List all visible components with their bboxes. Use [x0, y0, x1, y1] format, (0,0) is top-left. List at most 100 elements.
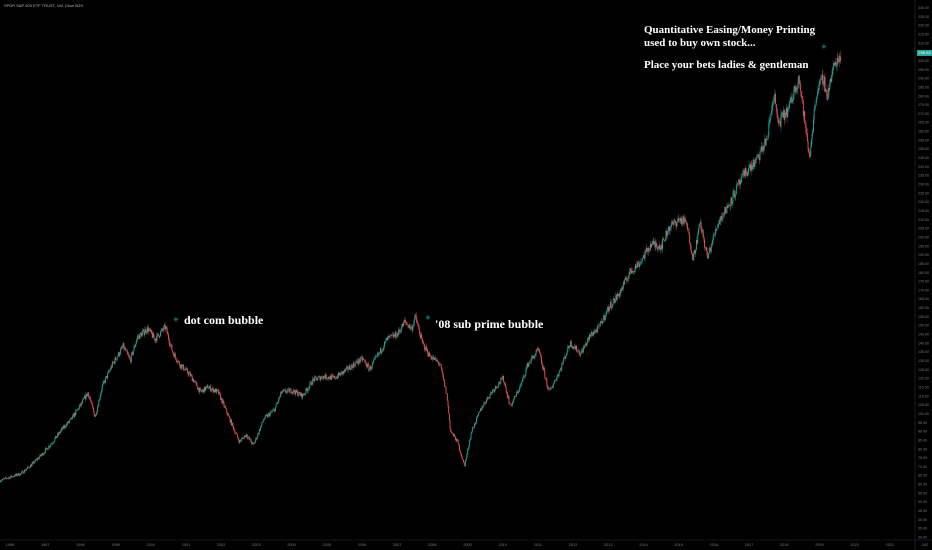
y-tick-label: 240.00 [918, 165, 929, 169]
candle-body [28, 467, 30, 468]
y-tick-label: 300.00 [918, 59, 929, 63]
candle-body [518, 390, 520, 391]
candle-body [256, 436, 258, 439]
candle-body [697, 234, 699, 244]
candle-body [591, 332, 593, 336]
candle-body [206, 385, 208, 387]
candle-body [278, 397, 280, 402]
candle-body [828, 88, 830, 91]
candle-body [711, 244, 713, 245]
candle-body [758, 154, 760, 158]
candle-body [102, 383, 104, 386]
candle-body [120, 347, 122, 350]
candle-body [497, 385, 499, 388]
candle-body [573, 346, 575, 348]
candle-body [158, 335, 160, 338]
candle-body [414, 314, 416, 320]
candle-body [691, 251, 693, 254]
candle-body [150, 330, 152, 332]
candle-body [417, 324, 419, 327]
candle-body [53, 442, 54, 444]
candle-body [5, 477, 7, 479]
candle-body [766, 139, 768, 140]
candle-body [563, 357, 565, 362]
candle-body [142, 330, 144, 333]
candle-body [49, 445, 51, 448]
candle-body [262, 420, 264, 423]
candle-body [106, 376, 108, 379]
candle-body [777, 118, 779, 124]
candle-body [65, 426, 67, 428]
candle-body [345, 368, 347, 371]
candle-body [115, 357, 117, 360]
candle-body [771, 106, 773, 111]
x-tick-label: 2007 [393, 543, 401, 547]
candle-body [703, 236, 705, 240]
candle-body [359, 361, 361, 363]
candle-body [340, 371, 342, 376]
candle-body [811, 139, 812, 148]
candle-body [775, 94, 777, 105]
candle-body [727, 205, 728, 208]
candle-body [121, 347, 123, 348]
candle-body [795, 87, 797, 93]
candle-body [339, 373, 341, 376]
candle-body [329, 378, 331, 380]
candle-body [829, 78, 831, 83]
candle-body [492, 389, 494, 394]
candle-body [616, 295, 617, 300]
candle-body [481, 406, 483, 411]
candle-body [753, 159, 755, 168]
y-tick-label: 170.00 [918, 288, 929, 292]
candle-body [424, 349, 426, 350]
candle-body [550, 387, 552, 390]
candle-body [328, 376, 330, 379]
candle-body [56, 436, 58, 438]
candle-body [268, 413, 270, 415]
candle-body [326, 378, 328, 380]
y-tick-label: 260.00 [918, 130, 929, 134]
candle-body [12, 476, 14, 477]
candle-body [579, 354, 581, 356]
candle-body [609, 306, 611, 308]
candle-body [13, 476, 15, 478]
candle-body [460, 452, 462, 455]
candle-body [738, 179, 740, 184]
candle-body [442, 371, 444, 375]
candle-body [145, 329, 147, 333]
candle-body [240, 440, 242, 442]
candle-body [191, 374, 192, 376]
candle-body [298, 392, 300, 395]
candle-body [356, 360, 358, 363]
candle-body [217, 390, 219, 391]
candle-body [132, 350, 134, 355]
candle-body [669, 228, 671, 231]
candle-body [833, 63, 835, 67]
candle-body [21, 471, 23, 472]
candle-body [32, 462, 33, 464]
candle-body [514, 396, 516, 397]
candle-body [222, 400, 224, 403]
candle-body [540, 354, 542, 357]
candle-body [331, 375, 333, 380]
candle-body [767, 138, 768, 140]
candle-body [234, 430, 236, 434]
candle-body [64, 425, 66, 428]
candle-body [821, 77, 823, 78]
candle-body [62, 426, 64, 430]
candle-body [372, 362, 374, 364]
candle-body [629, 268, 631, 272]
candle-body [199, 388, 201, 393]
candle-body [178, 361, 180, 365]
candle-body [180, 364, 182, 369]
candle-body [241, 437, 243, 439]
candle-body [635, 264, 636, 270]
candle-body [722, 213, 724, 220]
candle-body [297, 391, 299, 396]
candle-body [94, 414, 96, 417]
candle-body [755, 159, 757, 160]
candle-body [810, 147, 812, 155]
candle-body [745, 168, 747, 175]
candle-body [184, 369, 186, 370]
